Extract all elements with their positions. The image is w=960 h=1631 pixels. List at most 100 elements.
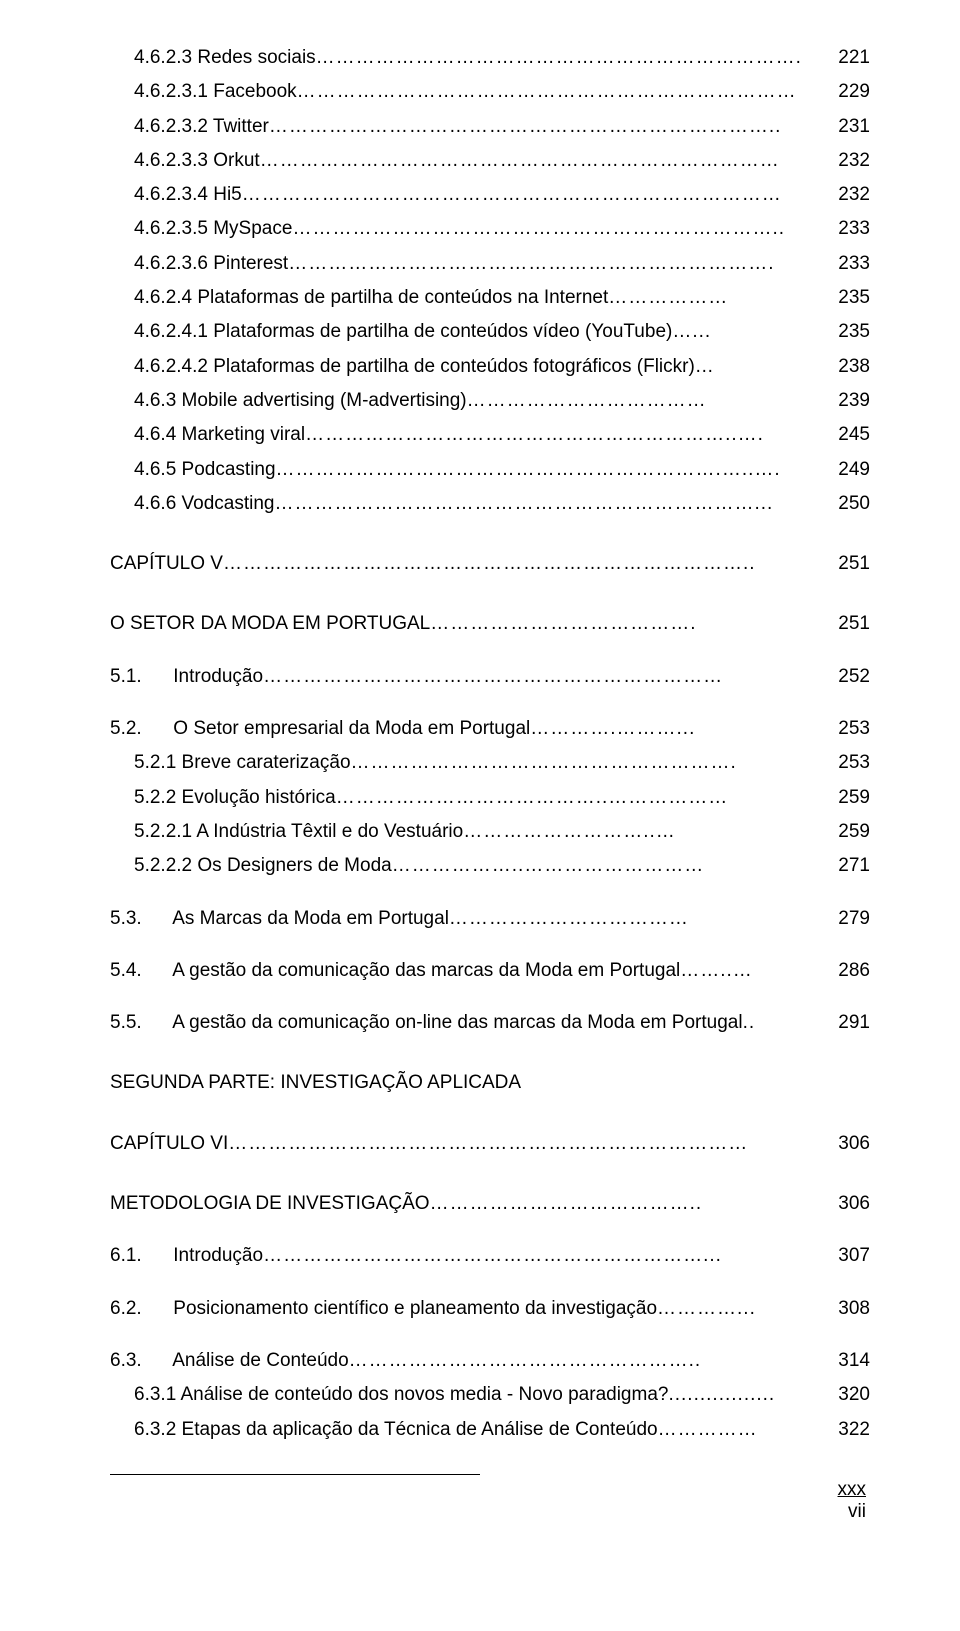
toc-page-number: 235 bbox=[838, 316, 870, 348]
toc-entry: 6.3.1 Análise de conteúdo dos novos medi… bbox=[110, 1379, 870, 1411]
toc-label: 5.2.2.1 A Indústria Têxtil e do Vestuári… bbox=[134, 816, 463, 848]
footer-sub: vii bbox=[848, 1501, 866, 1522]
toc-page-number: 233 bbox=[838, 213, 870, 245]
toc-leader: …………………………………………………………………… bbox=[260, 145, 839, 177]
toc-leader: ……………………………………………………………………… bbox=[242, 179, 839, 211]
toc-label: 4.6.2.3.6 Pinterest bbox=[134, 248, 288, 280]
toc-page-number: 314 bbox=[838, 1345, 870, 1377]
toc-label: 5.2. O Setor empresarial da Moda em Port… bbox=[110, 713, 530, 745]
toc-chapter: CAPÍTULO V …………………………………………………………………….. … bbox=[110, 548, 870, 580]
toc-leader: .. bbox=[743, 1007, 839, 1039]
toc-leader: …………………………………………………………………….. bbox=[223, 548, 838, 580]
toc-page-number: 279 bbox=[838, 903, 870, 935]
toc-page-number: 320 bbox=[838, 1379, 870, 1411]
toc-label: 4.6.2.3.3 Orkut bbox=[134, 145, 260, 177]
toc-label: 5.1. Introdução bbox=[110, 661, 263, 693]
toc-page-number: 251 bbox=[838, 608, 870, 640]
toc-label: SEGUNDA PARTE: INVESTIGAÇÃO APLICADA bbox=[110, 1067, 521, 1099]
toc-text: A gestão da comunicação das marcas da Mo… bbox=[172, 960, 680, 981]
toc-leader: ……..… bbox=[680, 955, 838, 987]
footer-rule bbox=[110, 1474, 480, 1475]
toc-leader: …………………………………………………………… bbox=[263, 661, 838, 693]
toc-entry: 4.6.3 Mobile advertising (M-advertising)… bbox=[110, 385, 870, 417]
toc-leader: ………………………………………………………………… bbox=[297, 76, 839, 108]
toc-text: Introdução bbox=[173, 666, 263, 687]
toc-entry: 4.6.2.3.3 Orkut ………………………………………………………………… bbox=[110, 145, 870, 177]
toc-section: METODOLOGIA DE INVESTIGAÇÃO ………………………………… bbox=[110, 1188, 870, 1220]
toc-page-number: 286 bbox=[838, 955, 870, 987]
toc-leader: …………... bbox=[657, 1293, 838, 1325]
toc-chapter: CAPÍTULO VI …………………………………………………………………… 3… bbox=[110, 1128, 870, 1160]
toc-leader: ……………… bbox=[608, 282, 838, 314]
toc-label: 5.4. A gestão da comunicação das marcas … bbox=[110, 955, 680, 987]
toc-entry: 4.6.2.3 Redes sociais ………………………………………………… bbox=[110, 42, 870, 74]
toc-leader: ………………………..… bbox=[463, 816, 838, 848]
footer-roman: xxx bbox=[838, 1479, 867, 1500]
toc-label: 6.3.2 Etapas da aplicação da Técnica de … bbox=[134, 1414, 658, 1446]
toc-entry: 4.6.2.3.2 Twitter …………………………………………………………… bbox=[110, 111, 870, 143]
toc-entry: 5.2.2.2 Os Designers de Moda ………………..………… bbox=[110, 850, 870, 882]
toc-page-number: 250 bbox=[838, 488, 870, 520]
toc-page-number: 239 bbox=[838, 385, 870, 417]
toc-entry: 4.6.2.4.1 Plataformas de partilha de con… bbox=[110, 316, 870, 348]
toc-part: SEGUNDA PARTE: INVESTIGAÇÃO APLICADA bbox=[110, 1067, 870, 1099]
toc-leader: ………………..……………………… bbox=[392, 850, 839, 882]
toc-leader: ……………………………… bbox=[467, 385, 839, 417]
toc-label: 6.3. Análise de Conteúdo bbox=[110, 1345, 349, 1377]
toc-page-number: 306 bbox=[838, 1188, 870, 1220]
toc-label: 4.6.6 Vodcasting bbox=[134, 488, 275, 520]
toc-page-number: 251 bbox=[838, 548, 870, 580]
toc-entry: 6.1. Introdução …………………………………………………………..… bbox=[110, 1240, 870, 1272]
toc-entry: 4.6.2.4.2 Plataformas de partilha de con… bbox=[110, 351, 870, 383]
toc-label: O SETOR DA MODA EM PORTUGAL bbox=[110, 608, 430, 640]
toc-number: 5.3. bbox=[110, 903, 168, 935]
toc-label: 4.6.2.3.5 MySpace bbox=[134, 213, 292, 245]
toc-leader: …………………………………. bbox=[430, 608, 838, 640]
toc-label: METODOLOGIA DE INVESTIGAÇÃO bbox=[110, 1188, 430, 1220]
toc-label: 5.2.2 Evolução histórica bbox=[134, 782, 336, 814]
toc-entry: 4.6.2.3.1 Facebook ………………………………………………………… bbox=[110, 76, 870, 108]
toc-leader: …………………………………..……………… bbox=[336, 782, 839, 814]
toc-label: CAPÍTULO V bbox=[110, 548, 223, 580]
toc-label: 4.6.5 Podcasting bbox=[134, 454, 276, 486]
toc-entry: 4.6.6 Vodcasting ……………………………………………………………… bbox=[110, 488, 870, 520]
toc-label: 4.6.4 Marketing viral bbox=[134, 419, 305, 451]
toc-page-number: 308 bbox=[838, 1293, 870, 1325]
toc-page-number: 249 bbox=[838, 454, 870, 486]
toc-number: 5.1. bbox=[110, 661, 168, 693]
toc-page-number: 253 bbox=[838, 747, 870, 779]
toc-label: 4.6.2.3 Redes sociais bbox=[134, 42, 316, 74]
toc-page-number: 291 bbox=[838, 1007, 870, 1039]
toc-text: As Marcas da Moda em Portugal bbox=[172, 908, 449, 929]
toc-text: A gestão da comunicação on-line das marc… bbox=[172, 1012, 742, 1033]
toc-label: 4.6.2.3.1 Facebook bbox=[134, 76, 297, 108]
toc-entry: 4.6.5 Podcasting ………………………………………………………….… bbox=[110, 454, 870, 486]
toc-label: 5.5. A gestão da comunicação on-line das… bbox=[110, 1007, 743, 1039]
toc-page-number: 238 bbox=[838, 351, 870, 383]
page-footer: xxx vii bbox=[110, 1479, 870, 1523]
toc-entry: 4.6.2.3.5 MySpace …………………………………………………………… bbox=[110, 213, 870, 245]
toc-text: Análise de Conteúdo bbox=[172, 1350, 348, 1371]
toc-leader: …………………………………………….. bbox=[349, 1345, 839, 1377]
toc-entry: 5.2.1 Breve caraterização ……………………………………… bbox=[110, 747, 870, 779]
toc-label: 6.1. Introdução bbox=[110, 1240, 263, 1272]
toc-label: 4.6.2.4.1 Plataformas de partilha de con… bbox=[134, 316, 672, 348]
toc-number: 5.4. bbox=[110, 955, 168, 987]
toc-label: CAPÍTULO VI bbox=[110, 1128, 228, 1160]
toc-page-number: 245 bbox=[838, 419, 870, 451]
toc-number: 5.2. bbox=[110, 713, 168, 745]
toc-leader: …………………………………………………. bbox=[351, 747, 839, 779]
toc-leader: ………………………………………………………………... bbox=[275, 488, 839, 520]
toc-leader: …………………………………………………………………… bbox=[228, 1128, 838, 1160]
toc-leader: ………………………………………………………..…. bbox=[305, 419, 838, 451]
toc-entry: 4.6.4 Marketing viral ………………………………………………… bbox=[110, 419, 870, 451]
toc-leader: ………………………………………………………………. bbox=[316, 42, 839, 74]
toc-entry: 4.6.2.3.6 Pinterest ……………………………………………………… bbox=[110, 248, 870, 280]
toc-page-number: 229 bbox=[838, 76, 870, 108]
toc-page-number: 221 bbox=[838, 42, 870, 74]
toc-label: 5.3. As Marcas da Moda em Portugal bbox=[110, 903, 449, 935]
toc-page-number: 232 bbox=[838, 145, 870, 177]
toc-page-number: 252 bbox=[838, 661, 870, 693]
toc-entry: 6.3. Análise de Conteúdo ………………………………………… bbox=[110, 1345, 870, 1377]
toc-page-number: 271 bbox=[838, 850, 870, 882]
